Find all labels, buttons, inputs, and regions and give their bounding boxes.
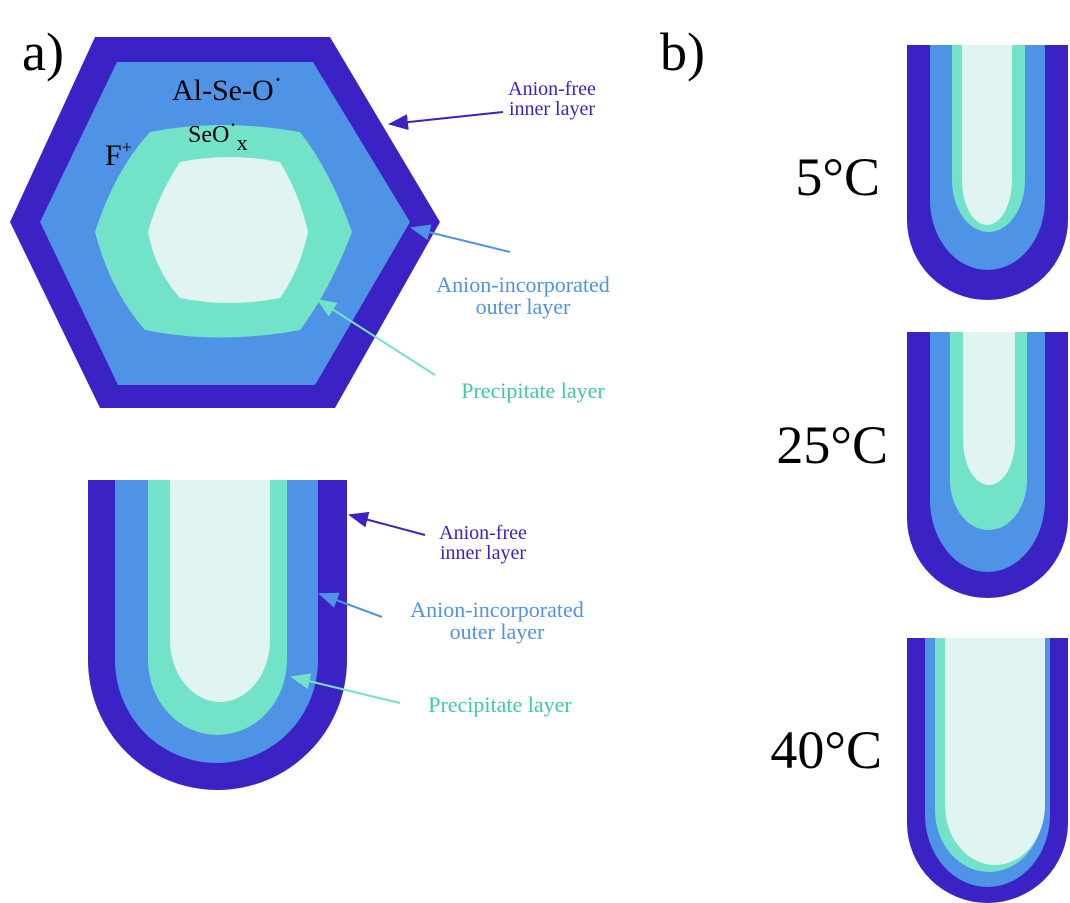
temperature-label: 25°C xyxy=(776,415,888,475)
text-part: SeO xyxy=(188,122,229,148)
rod-40c xyxy=(907,638,1068,903)
arrow xyxy=(390,112,503,124)
text-part: · xyxy=(274,65,283,94)
text-part: F xyxy=(105,139,122,172)
diagram: a) b) Al-Se-O· F+ SeO·x Anion-freeinner … xyxy=(0,0,1070,903)
panel-label: b) xyxy=(660,22,705,82)
text-part: outer layer xyxy=(450,619,545,644)
text-part: · xyxy=(229,112,236,137)
callout: Precipitate layer xyxy=(428,692,572,717)
rod-25c xyxy=(907,332,1068,598)
arrow xyxy=(350,515,425,535)
rod-5c xyxy=(907,45,1068,300)
callout: Precipitate layer xyxy=(461,378,605,403)
text-part: Anion-free xyxy=(508,78,596,100)
text-part: inner layer xyxy=(440,542,526,564)
text-part: x xyxy=(237,130,248,155)
panel-label: a) xyxy=(22,22,64,82)
core xyxy=(148,157,308,303)
temperature-label: 40°C xyxy=(770,720,882,780)
text-part: Anion-free xyxy=(439,522,527,544)
text-part: + xyxy=(122,137,132,157)
temperature-label: 5°C xyxy=(795,147,880,207)
text-part: Al-Se-O xyxy=(172,74,274,107)
text-part: outer layer xyxy=(476,294,571,319)
text-part: inner layer xyxy=(509,98,595,120)
rod xyxy=(88,480,347,790)
